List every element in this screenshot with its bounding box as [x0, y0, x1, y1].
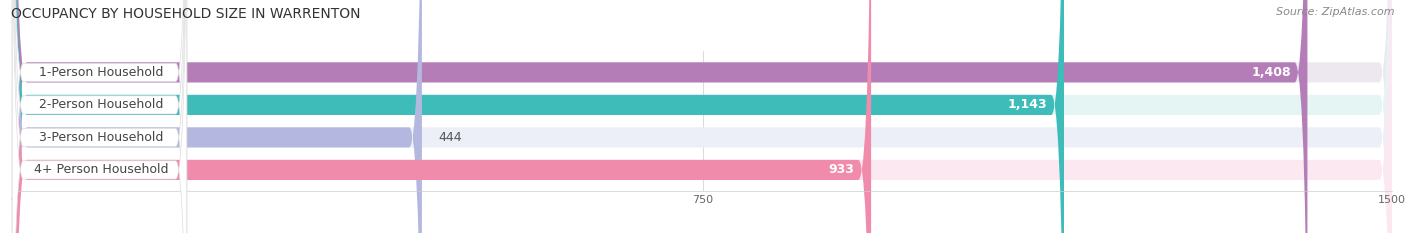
FancyBboxPatch shape — [14, 0, 1392, 233]
FancyBboxPatch shape — [14, 0, 422, 233]
Text: 1,143: 1,143 — [1008, 98, 1047, 111]
Text: 1-Person Household: 1-Person Household — [39, 66, 163, 79]
FancyBboxPatch shape — [13, 0, 187, 233]
FancyBboxPatch shape — [14, 0, 872, 233]
Text: 4+ Person Household: 4+ Person Household — [34, 163, 169, 176]
FancyBboxPatch shape — [14, 0, 1308, 233]
FancyBboxPatch shape — [13, 0, 187, 233]
FancyBboxPatch shape — [14, 0, 1392, 233]
Text: 444: 444 — [439, 131, 463, 144]
FancyBboxPatch shape — [13, 0, 187, 233]
Text: 1,408: 1,408 — [1251, 66, 1291, 79]
Text: OCCUPANCY BY HOUSEHOLD SIZE IN WARRENTON: OCCUPANCY BY HOUSEHOLD SIZE IN WARRENTON — [11, 7, 361, 21]
FancyBboxPatch shape — [13, 0, 187, 233]
FancyBboxPatch shape — [14, 0, 1064, 233]
FancyBboxPatch shape — [14, 0, 1392, 233]
Text: 3-Person Household: 3-Person Household — [39, 131, 163, 144]
FancyBboxPatch shape — [14, 0, 1392, 233]
Text: 2-Person Household: 2-Person Household — [39, 98, 163, 111]
Text: Source: ZipAtlas.com: Source: ZipAtlas.com — [1277, 7, 1395, 17]
Text: 933: 933 — [828, 163, 855, 176]
